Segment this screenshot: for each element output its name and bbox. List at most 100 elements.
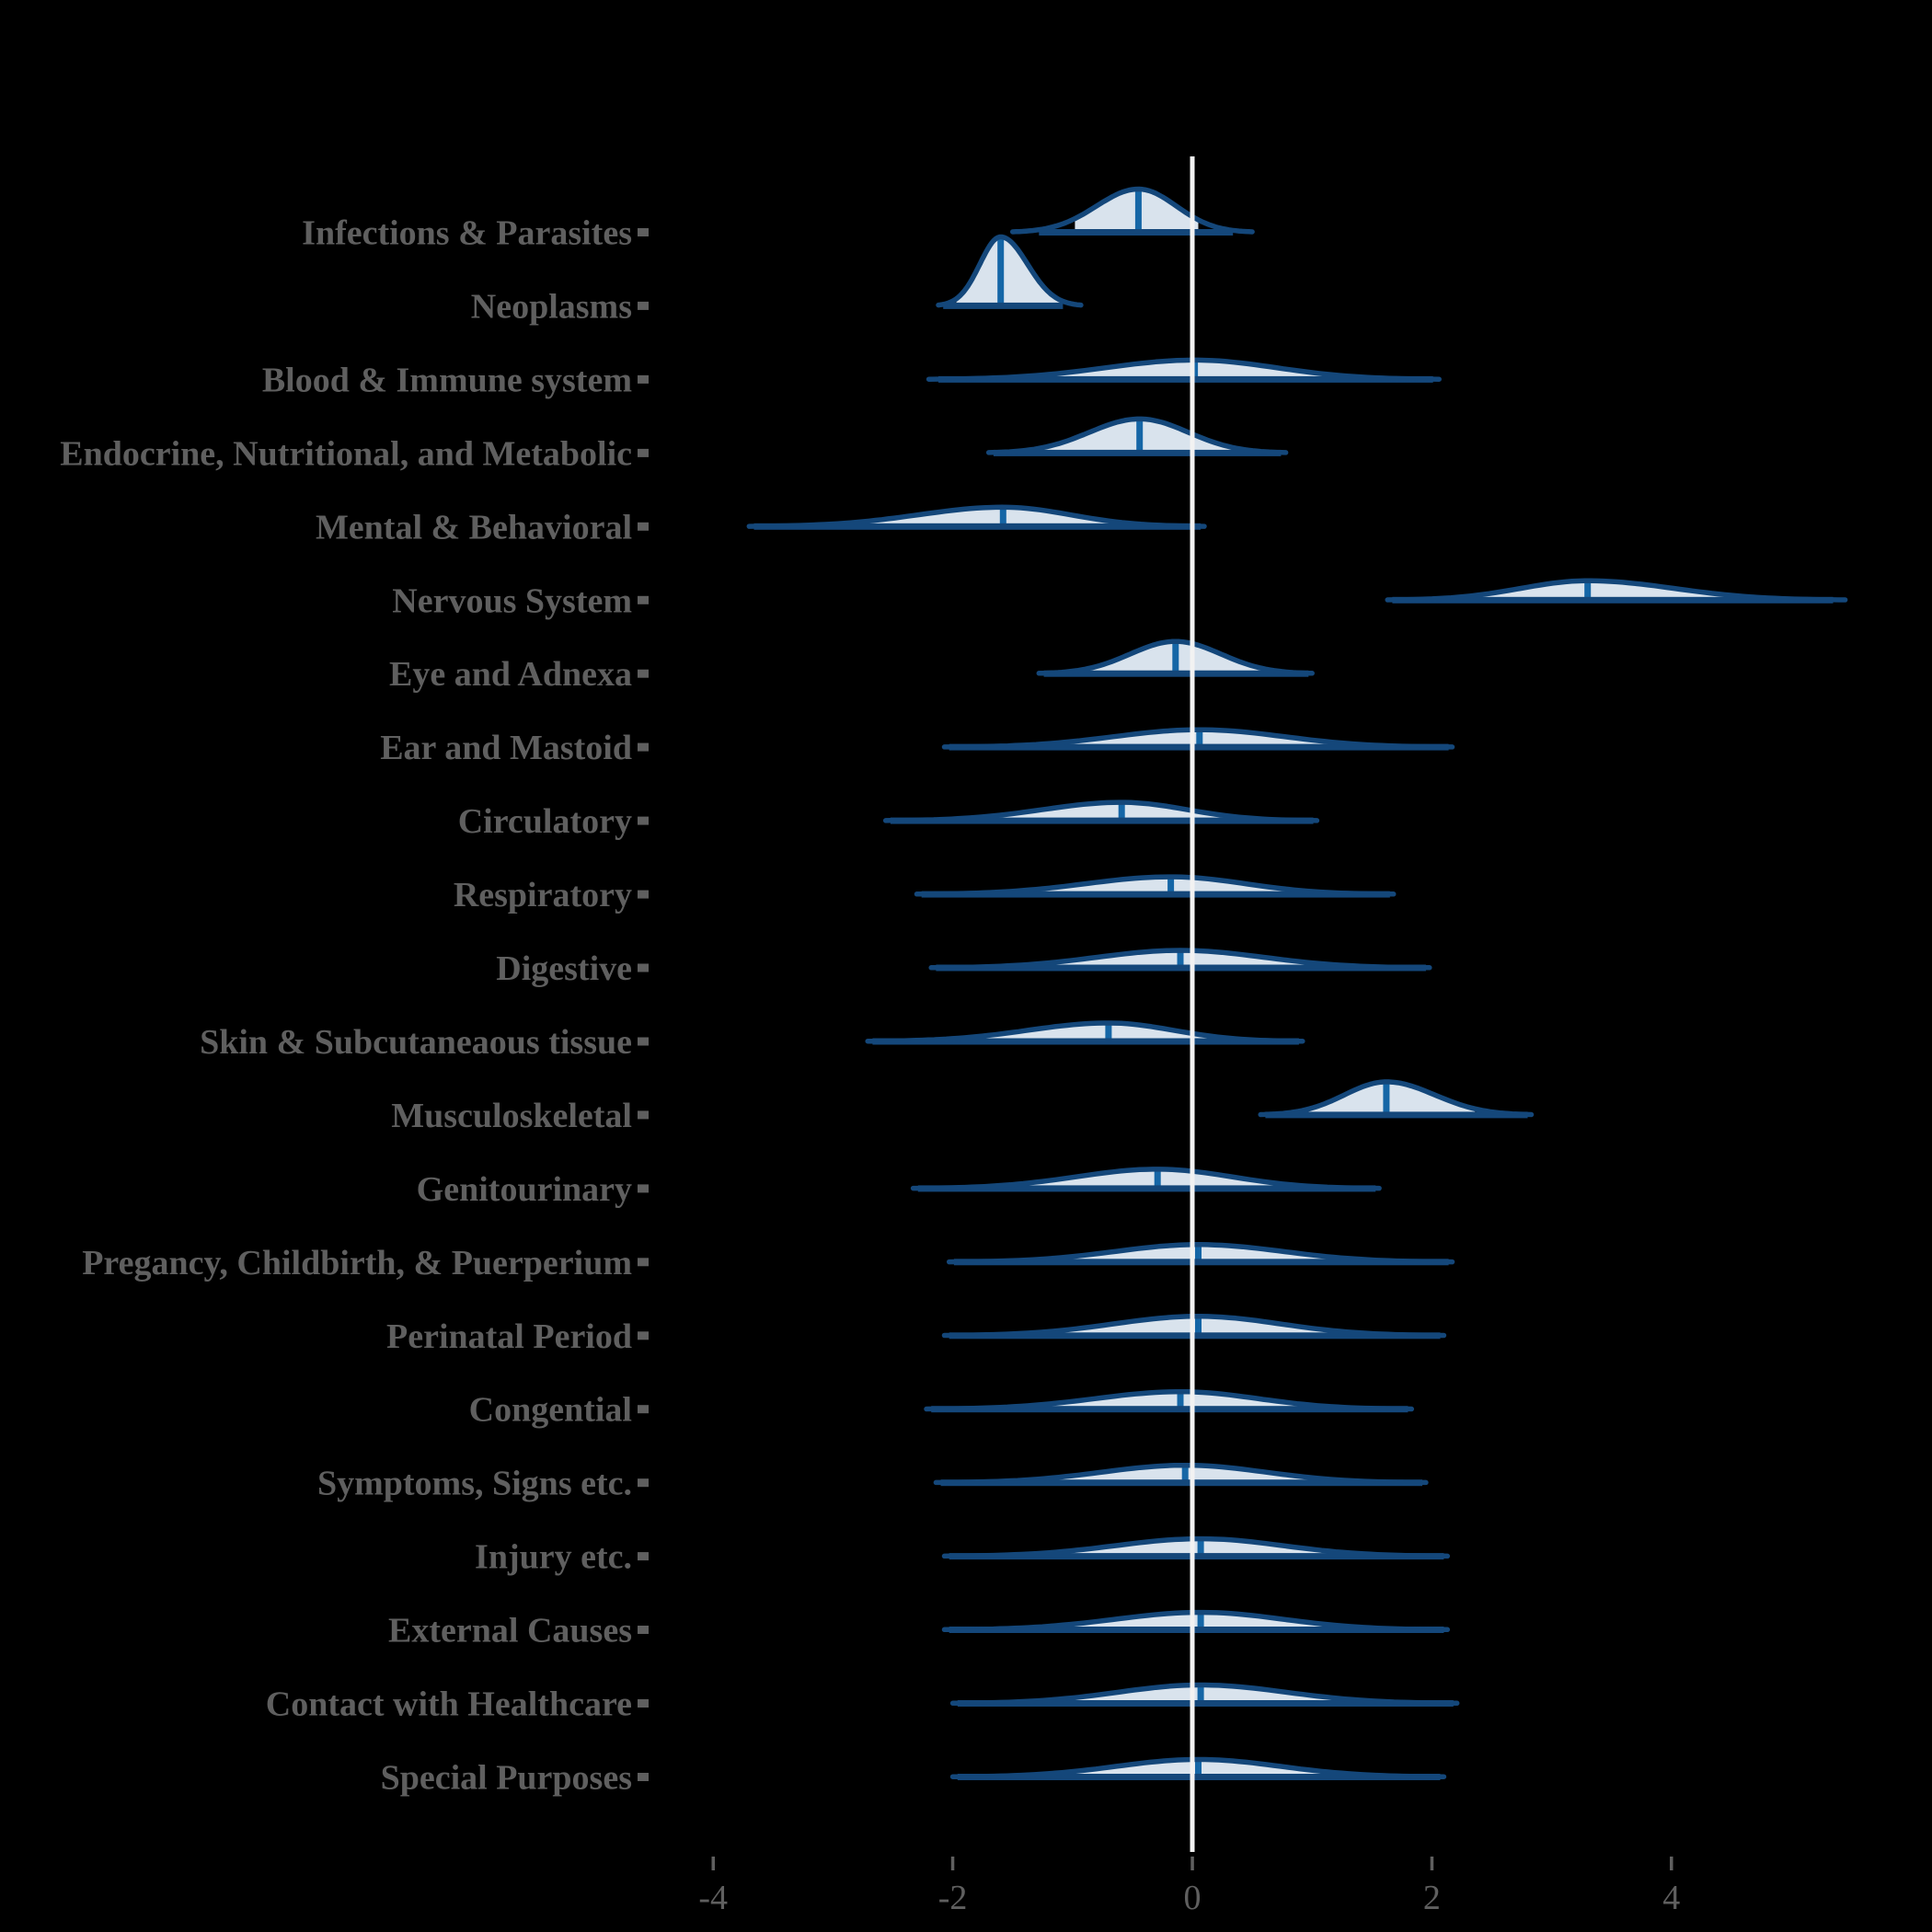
density-curve [941,727,1455,750]
density-curve [1036,638,1315,676]
median-line [1136,420,1144,456]
density-row: Blood & Immune system [262,357,1442,399]
median-line [1105,1025,1112,1044]
y-axis-tick [638,448,649,457]
category-label: Skin & Subcutaneaous tissue [200,1023,632,1062]
category-label: Infections & Parasites [302,214,632,253]
median-line [1195,1761,1202,1780]
density-fill [1030,360,1349,380]
x-axis-tick [711,1857,715,1870]
density-curve [1258,1079,1535,1118]
category-label: Contact with Healthcare [266,1685,632,1724]
density-row: Skin & Subcutaneaous tissue [200,1020,1305,1062]
category-label: Genitourinary [417,1170,632,1209]
density-curve [936,234,1084,308]
density-curve [941,1535,1451,1559]
density-row: Contact with Healthcare [266,1682,1460,1724]
x-tick-label: -4 [698,1879,728,1917]
density-curve [746,504,1207,529]
category-label: Endocrine, Nutritional, and Metabolic [60,434,632,473]
interval-bar [890,817,1314,824]
interval-bar [936,964,1426,972]
median-line [1197,1614,1204,1633]
density-curve [941,1609,1451,1633]
x-tick-label: 0 [1184,1879,1202,1917]
interval-bar [940,1479,1422,1487]
y-axis-tick [638,1331,649,1340]
median-line [1118,804,1125,824]
density-row: Endocrine, Nutritional, and Metabolic [60,416,1289,473]
density-fill [1022,1391,1327,1409]
zero-reference-line [1190,156,1195,1852]
y-axis-tick [638,816,649,825]
density-curve [1385,578,1848,603]
density-curve [1009,186,1255,235]
x-axis-tick [950,1857,955,1870]
category-label: Ear and Mastoid [380,729,632,767]
category-label: Eye and Adnexa [389,655,632,694]
density-curve [924,1388,1415,1412]
y-axis-tick [638,374,649,384]
median-line [1172,643,1179,677]
median-line [1195,1317,1202,1339]
density-fill [959,1023,1241,1041]
y-axis-tick [638,301,649,310]
median-line [1167,879,1175,898]
interval-bar [949,743,1449,751]
interval-bar [1392,596,1834,604]
y-axis-tick [638,1258,649,1267]
median-line [1197,1686,1204,1707]
interval-bar [872,1038,1299,1045]
density-row: Mental & Behavioral [316,504,1207,546]
density-row: Genitourinary [417,1167,1382,1209]
median-line [1177,1393,1184,1412]
density-row: Musculoskeletal [391,1079,1535,1135]
median-line [1196,731,1203,751]
interval-bar [993,449,1282,456]
interval-bar [1039,229,1234,236]
category-label: Mental & Behavioral [316,508,632,546]
density-row: Eye and Adnexa [389,638,1315,694]
category-label: Digestive [496,949,632,988]
median-line [1195,1246,1202,1265]
y-axis-tick [638,890,649,899]
y-axis-tick [638,742,649,752]
density-curve [910,1167,1382,1191]
category-label: Nervous System [392,581,632,620]
y-axis-tick [638,1552,649,1561]
density-curve [926,357,1442,382]
density-row: Neoplasms [471,234,1084,326]
interval-bar [938,375,1433,383]
median-line [1181,1466,1189,1486]
density-curve [882,799,1320,823]
density-row: Ear and Mastoid [380,727,1455,767]
category-label: Congential [469,1391,632,1430]
interval-bar [957,1700,1454,1707]
median-line [1177,952,1184,971]
interval-bar [943,302,1064,309]
y-axis-tick [638,1110,649,1120]
category-label: Injury etc. [475,1538,632,1577]
category-label: External Causes [388,1612,632,1650]
interval-bar [931,1406,1409,1413]
interval-bar [917,1185,1376,1192]
y-axis-tick [638,1037,649,1046]
x-axis-tick [1670,1857,1673,1870]
interval-bar [1265,1111,1528,1119]
interval-bar [753,523,1202,530]
interval-bar [957,1774,1441,1780]
interval-bar [921,891,1390,898]
y-axis-tick [638,522,649,531]
median-line [997,238,1005,309]
median-line [999,509,1006,530]
y-axis-tick [638,1478,649,1488]
density-curve [933,1462,1429,1486]
y-axis-tick [638,228,649,236]
y-axis-tick [638,1773,649,1781]
y-axis-tick [638,1405,649,1414]
median-line [1154,1170,1161,1191]
density-row: Digestive [496,948,1432,988]
y-axis-tick [638,1626,649,1634]
